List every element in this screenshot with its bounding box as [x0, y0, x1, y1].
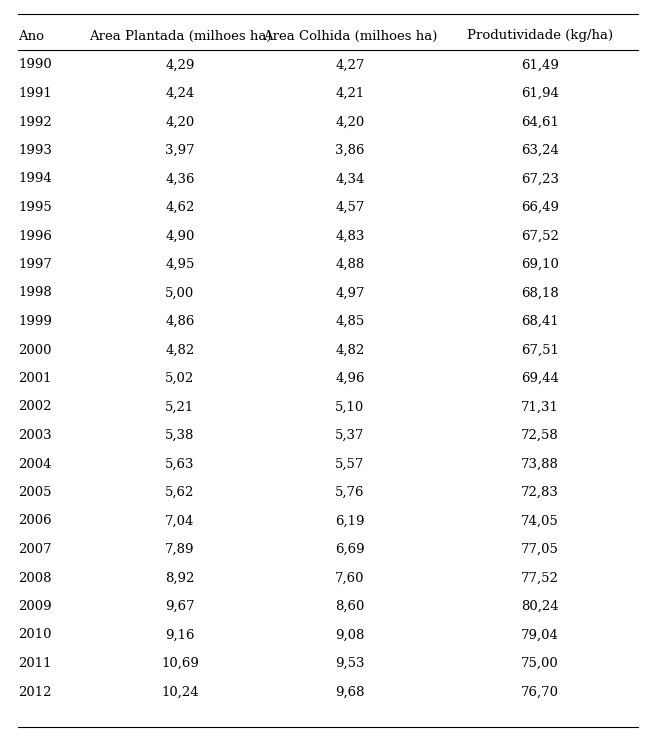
Text: 5,63: 5,63: [165, 457, 195, 471]
Text: 2008: 2008: [18, 571, 52, 585]
Text: 9,16: 9,16: [165, 628, 195, 642]
Text: 4,96: 4,96: [335, 372, 365, 385]
Text: 2003: 2003: [18, 429, 52, 442]
Text: 2005: 2005: [18, 486, 52, 499]
Text: 4,82: 4,82: [165, 343, 195, 357]
Text: 5,37: 5,37: [335, 429, 365, 442]
Text: 5,10: 5,10: [335, 400, 365, 414]
Text: 7,04: 7,04: [165, 514, 195, 528]
Text: 71,31: 71,31: [521, 400, 559, 414]
Text: 4,82: 4,82: [335, 343, 365, 357]
Text: 6,69: 6,69: [335, 543, 365, 556]
Text: 4,24: 4,24: [165, 87, 195, 100]
Text: Ano: Ano: [18, 30, 44, 42]
Text: 4,95: 4,95: [165, 258, 195, 271]
Text: 4,27: 4,27: [335, 58, 365, 72]
Text: 61,94: 61,94: [521, 87, 559, 100]
Text: 1999: 1999: [18, 315, 52, 328]
Text: 9,68: 9,68: [335, 685, 365, 699]
Text: 1997: 1997: [18, 258, 52, 271]
Text: 5,57: 5,57: [335, 457, 365, 471]
Text: 4,85: 4,85: [335, 315, 365, 328]
Text: 1996: 1996: [18, 229, 52, 243]
Text: 77,05: 77,05: [521, 543, 559, 556]
Text: 7,60: 7,60: [335, 571, 365, 585]
Text: 74,05: 74,05: [521, 514, 559, 528]
Text: 72,58: 72,58: [521, 429, 559, 442]
Text: 8,60: 8,60: [335, 600, 365, 613]
Text: 2009: 2009: [18, 600, 52, 613]
Text: 66,49: 66,49: [521, 201, 559, 214]
Text: 73,88: 73,88: [521, 457, 559, 471]
Text: 4,90: 4,90: [165, 229, 195, 243]
Text: 4,83: 4,83: [335, 229, 365, 243]
Text: 80,24: 80,24: [521, 600, 559, 613]
Text: 5,62: 5,62: [165, 486, 195, 499]
Text: Area Plantada (milhoes ha): Area Plantada (milhoes ha): [89, 30, 271, 42]
Text: 9,53: 9,53: [335, 657, 365, 670]
Text: 6,19: 6,19: [335, 514, 365, 528]
Text: 3,97: 3,97: [165, 144, 195, 157]
Text: 1998: 1998: [18, 286, 52, 300]
Text: 67,23: 67,23: [521, 172, 559, 186]
Text: 4,29: 4,29: [165, 58, 195, 72]
Text: 4,88: 4,88: [335, 258, 365, 271]
Text: 2004: 2004: [18, 457, 52, 471]
Text: 2012: 2012: [18, 685, 52, 699]
Text: 9,67: 9,67: [165, 600, 195, 613]
Text: 76,70: 76,70: [521, 685, 559, 699]
Text: 2002: 2002: [18, 400, 52, 414]
Text: 4,20: 4,20: [335, 115, 365, 129]
Text: 4,34: 4,34: [335, 172, 365, 186]
Text: 1990: 1990: [18, 58, 52, 72]
Text: 2006: 2006: [18, 514, 52, 528]
Text: 1993: 1993: [18, 144, 52, 157]
Text: 5,21: 5,21: [165, 400, 195, 414]
Text: 7,89: 7,89: [165, 543, 195, 556]
Text: 67,52: 67,52: [521, 229, 559, 243]
Text: 1991: 1991: [18, 87, 52, 100]
Text: 5,00: 5,00: [165, 286, 195, 300]
Text: 8,92: 8,92: [165, 571, 195, 585]
Text: 2001: 2001: [18, 372, 52, 385]
Text: 4,57: 4,57: [335, 201, 365, 214]
Text: 2010: 2010: [18, 628, 52, 642]
Text: 4,97: 4,97: [335, 286, 365, 300]
Text: 1992: 1992: [18, 115, 52, 129]
Text: 79,04: 79,04: [521, 628, 559, 642]
Text: 4,86: 4,86: [165, 315, 195, 328]
Text: 64,61: 64,61: [521, 115, 559, 129]
Text: 10,69: 10,69: [161, 657, 199, 670]
Text: 75,00: 75,00: [521, 657, 559, 670]
Text: 4,20: 4,20: [165, 115, 195, 129]
Text: 4,21: 4,21: [335, 87, 365, 100]
Text: 2007: 2007: [18, 543, 52, 556]
Text: 5,38: 5,38: [165, 429, 195, 442]
Text: 68,41: 68,41: [521, 315, 559, 328]
Text: 1994: 1994: [18, 172, 52, 186]
Text: 61,49: 61,49: [521, 58, 559, 72]
Text: 72,83: 72,83: [521, 486, 559, 499]
Text: 10,24: 10,24: [161, 685, 199, 699]
Text: 2000: 2000: [18, 343, 52, 357]
Text: 4,62: 4,62: [165, 201, 195, 214]
Text: 67,51: 67,51: [521, 343, 559, 357]
Text: Area Colhida (milhoes ha): Area Colhida (milhoes ha): [263, 30, 437, 42]
Text: 3,86: 3,86: [335, 144, 365, 157]
Text: 68,18: 68,18: [521, 286, 559, 300]
Text: 4,36: 4,36: [165, 172, 195, 186]
Text: 69,10: 69,10: [521, 258, 559, 271]
Text: 1995: 1995: [18, 201, 52, 214]
Text: Produtividade (kg/ha): Produtividade (kg/ha): [467, 30, 613, 42]
Text: 69,44: 69,44: [521, 372, 559, 385]
Text: 5,76: 5,76: [335, 486, 365, 499]
Text: 5,02: 5,02: [165, 372, 195, 385]
Text: 2011: 2011: [18, 657, 52, 670]
Text: 77,52: 77,52: [521, 571, 559, 585]
Text: 9,08: 9,08: [335, 628, 365, 642]
Text: 63,24: 63,24: [521, 144, 559, 157]
